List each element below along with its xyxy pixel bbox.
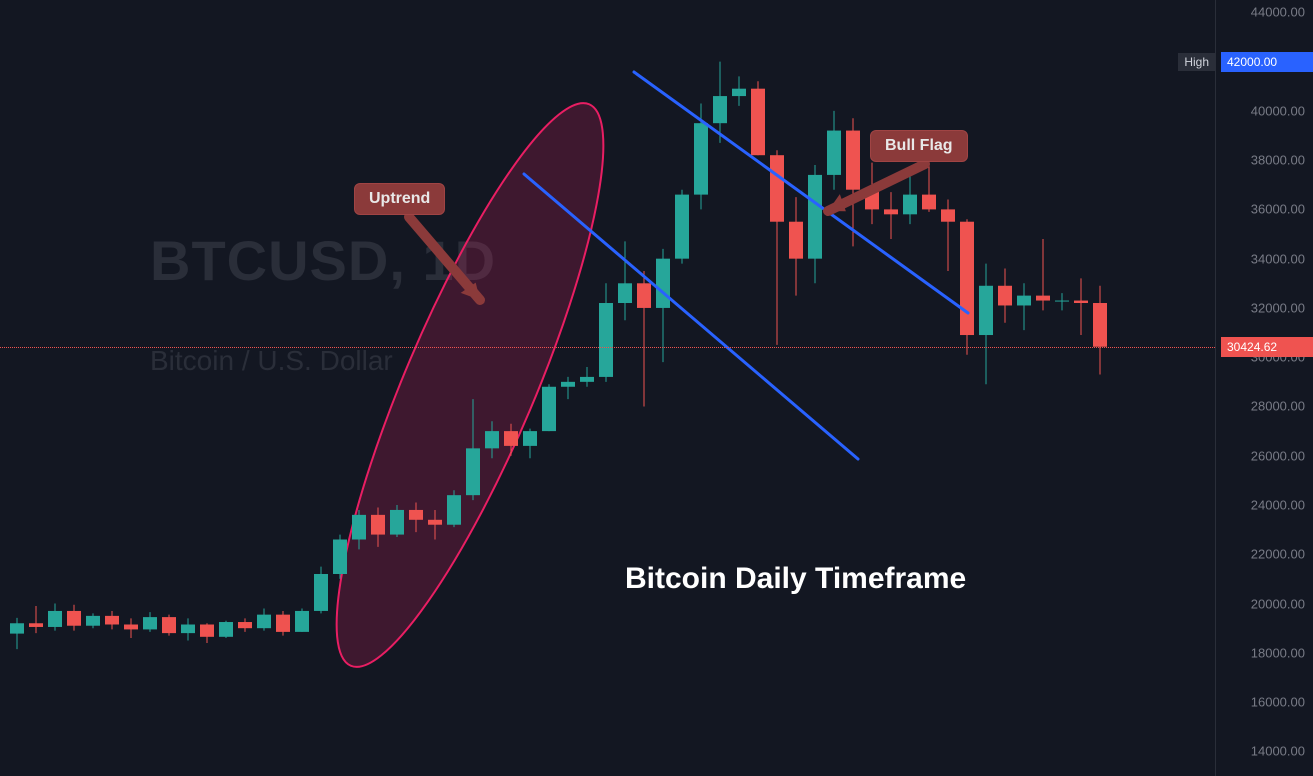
candle [48,611,62,627]
y-axis-tick: 36000.00 [1251,202,1305,217]
y-axis-tick: 26000.00 [1251,448,1305,463]
current-price-label: 30424.62 [1221,337,1313,357]
candle [200,624,214,636]
plot-area[interactable] [0,0,1215,776]
candle [580,377,594,382]
candle [960,222,974,335]
candle [884,209,898,214]
candle [1074,301,1088,303]
y-axis-tick: 44000.00 [1251,5,1305,20]
candle [637,283,651,308]
candle [105,616,119,625]
candle [29,623,43,627]
candle [276,615,290,632]
candle [352,515,366,540]
candle [751,89,765,156]
candle [979,286,993,335]
callout-uptrend[interactable]: Uptrend [354,183,445,215]
candle [561,382,575,387]
candlestick-chart[interactable]: BTCUSD, 1D Bitcoin / U.S. Dollar 14000.0… [0,0,1313,776]
candle [1017,296,1031,306]
candle [333,540,347,574]
candle [694,123,708,194]
y-axis-tick: 24000.00 [1251,498,1305,513]
candle [67,611,81,626]
y-axis: 14000.00 16000.00 18000.00 20000.00 22000.00… [1215,0,1313,776]
callout-label: Bull Flag [870,130,968,162]
candle [409,510,423,520]
candle [713,96,727,123]
candle [618,283,632,303]
candle [371,515,385,535]
candle [485,431,499,448]
candle [903,195,917,215]
callout-bullflag[interactable]: Bull Flag [870,130,968,162]
candle [162,617,176,633]
candle [732,89,746,96]
candle [1055,301,1069,302]
candle [124,624,138,629]
candle [1093,303,1107,347]
candle [466,448,480,495]
candle [257,615,271,629]
candle [523,431,537,446]
high-tag: High [1178,53,1215,71]
y-axis-tick: 20000.00 [1251,596,1305,611]
candle [846,131,860,190]
candle [542,387,556,431]
candle [770,155,784,222]
candle [219,622,233,637]
candle [238,622,252,628]
candle [504,431,518,446]
y-axis-tick: 38000.00 [1251,153,1305,168]
high-price-label: 42000.00 [1221,52,1313,72]
candle [599,303,613,377]
candle [143,617,157,629]
candle [295,611,309,632]
candle [314,574,328,611]
candle [998,286,1012,306]
candle [656,259,670,308]
candle [390,510,404,535]
candle [827,131,841,175]
y-axis-tick: 18000.00 [1251,645,1305,660]
candle [789,222,803,259]
candle [428,520,442,525]
candle [10,623,24,633]
y-axis-tick: 22000.00 [1251,547,1305,562]
candle [1036,296,1050,301]
y-axis-tick: 40000.00 [1251,103,1305,118]
candle [941,209,955,221]
candle [447,495,461,525]
current-price-line [0,347,1215,348]
y-axis-tick: 14000.00 [1251,744,1305,759]
y-axis-tick: 16000.00 [1251,695,1305,710]
candle [86,616,100,626]
candle [181,624,195,633]
y-axis-tick: 32000.00 [1251,300,1305,315]
candle [808,175,822,259]
candle [675,195,689,259]
candle [922,195,936,210]
y-axis-tick: 28000.00 [1251,399,1305,414]
callout-label: Uptrend [354,183,445,215]
chart-title: Bitcoin Daily Timeframe [625,562,966,596]
y-axis-tick: 34000.00 [1251,251,1305,266]
